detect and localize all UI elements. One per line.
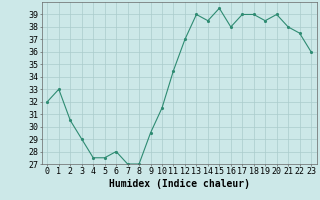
X-axis label: Humidex (Indice chaleur): Humidex (Indice chaleur) <box>109 179 250 189</box>
